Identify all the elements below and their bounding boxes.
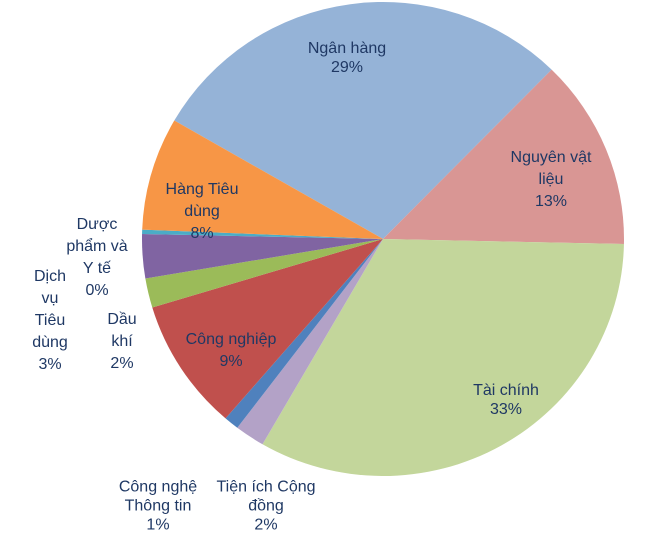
slice-label-value: 1% — [146, 516, 170, 534]
pie-slice-5 — [225, 239, 383, 428]
slice-label-line: Dược — [76, 216, 118, 233]
slice-label-tai-chinh: Tài chính 33% — [473, 381, 539, 419]
slice-label-line: Ngân hàng — [307, 40, 387, 57]
slice-label-line: Tài chính — [473, 382, 539, 399]
slice-label-value: 9% — [219, 353, 243, 370]
slice-label-line: vụ — [41, 290, 59, 307]
slice-label-value: 13% — [534, 193, 568, 210]
slice-label-value: 2% — [110, 355, 134, 372]
slice-label-line: liệu — [538, 171, 564, 188]
pie-slice-1 — [174, 2, 552, 239]
pie-slice-3 — [262, 239, 624, 477]
pie-slice-9 — [142, 229, 383, 239]
slice-label-line: Tiêu — [34, 312, 66, 329]
slice-label-tien-ich-cong-dong: Tiện ích Cộng đồng 2% — [216, 478, 315, 535]
pie-slice-6 — [152, 239, 383, 419]
slice-label-hang-tieu-dung: Hàng Tiêu dùng 8% — [166, 179, 239, 245]
pie-slice-10 — [142, 120, 383, 239]
slice-label-cong-nghiep: Công nghiệp 9% — [186, 329, 277, 373]
slice-label-line: Thông tin — [124, 497, 192, 515]
pie-slice-7 — [145, 239, 383, 308]
slice-label-line: đồng — [248, 497, 284, 515]
slice-label-value: 33% — [489, 401, 523, 418]
slice-label-line: phẩm và — [66, 238, 128, 255]
slice-label-duoc-pham-va-y-te: Dược phẩm và Y tế 0% — [66, 214, 127, 302]
slice-label-dich-vu-tieu-dung: Dịch vụ Tiêu dùng 3% — [32, 266, 68, 376]
pie-slice-8 — [141, 234, 383, 279]
slice-label-ngan-hang: Ngân hàng 29% — [308, 39, 386, 77]
slice-label-line: khí — [111, 333, 133, 350]
slice-label-dau-khi: Dầu khí 2% — [107, 309, 136, 375]
slice-label-cong-nghe-thong-tin: Công nghệ Thông tin 1% — [119, 478, 197, 535]
slice-label-value: 8% — [190, 225, 214, 242]
slice-label-line: dùng — [184, 203, 220, 220]
pie-slice-4 — [237, 239, 383, 445]
slice-label-line: Công nghiệp — [185, 331, 277, 348]
slice-label-value: 2% — [254, 516, 278, 534]
slice-label-line: Dịch — [33, 268, 66, 285]
slice-label-line: Nguyên vật — [510, 149, 592, 166]
slice-label-value: 29% — [330, 59, 364, 76]
slice-label-value: 3% — [38, 356, 62, 373]
pie-slice-2 — [383, 69, 625, 244]
slice-label-line: dùng — [32, 334, 68, 351]
slice-label-value: 0% — [85, 282, 109, 299]
slice-label-line: Y tế — [82, 260, 112, 277]
slice-label-nguyen-vat-lieu: Nguyên vật liệu 13% — [511, 147, 592, 213]
slice-label-line: Tiện ích Cộng — [216, 478, 316, 496]
slice-label-line: Hàng Tiêu — [165, 181, 239, 198]
slice-label-line: Dầu — [107, 311, 137, 328]
slice-label-line: Công nghệ — [118, 478, 198, 496]
